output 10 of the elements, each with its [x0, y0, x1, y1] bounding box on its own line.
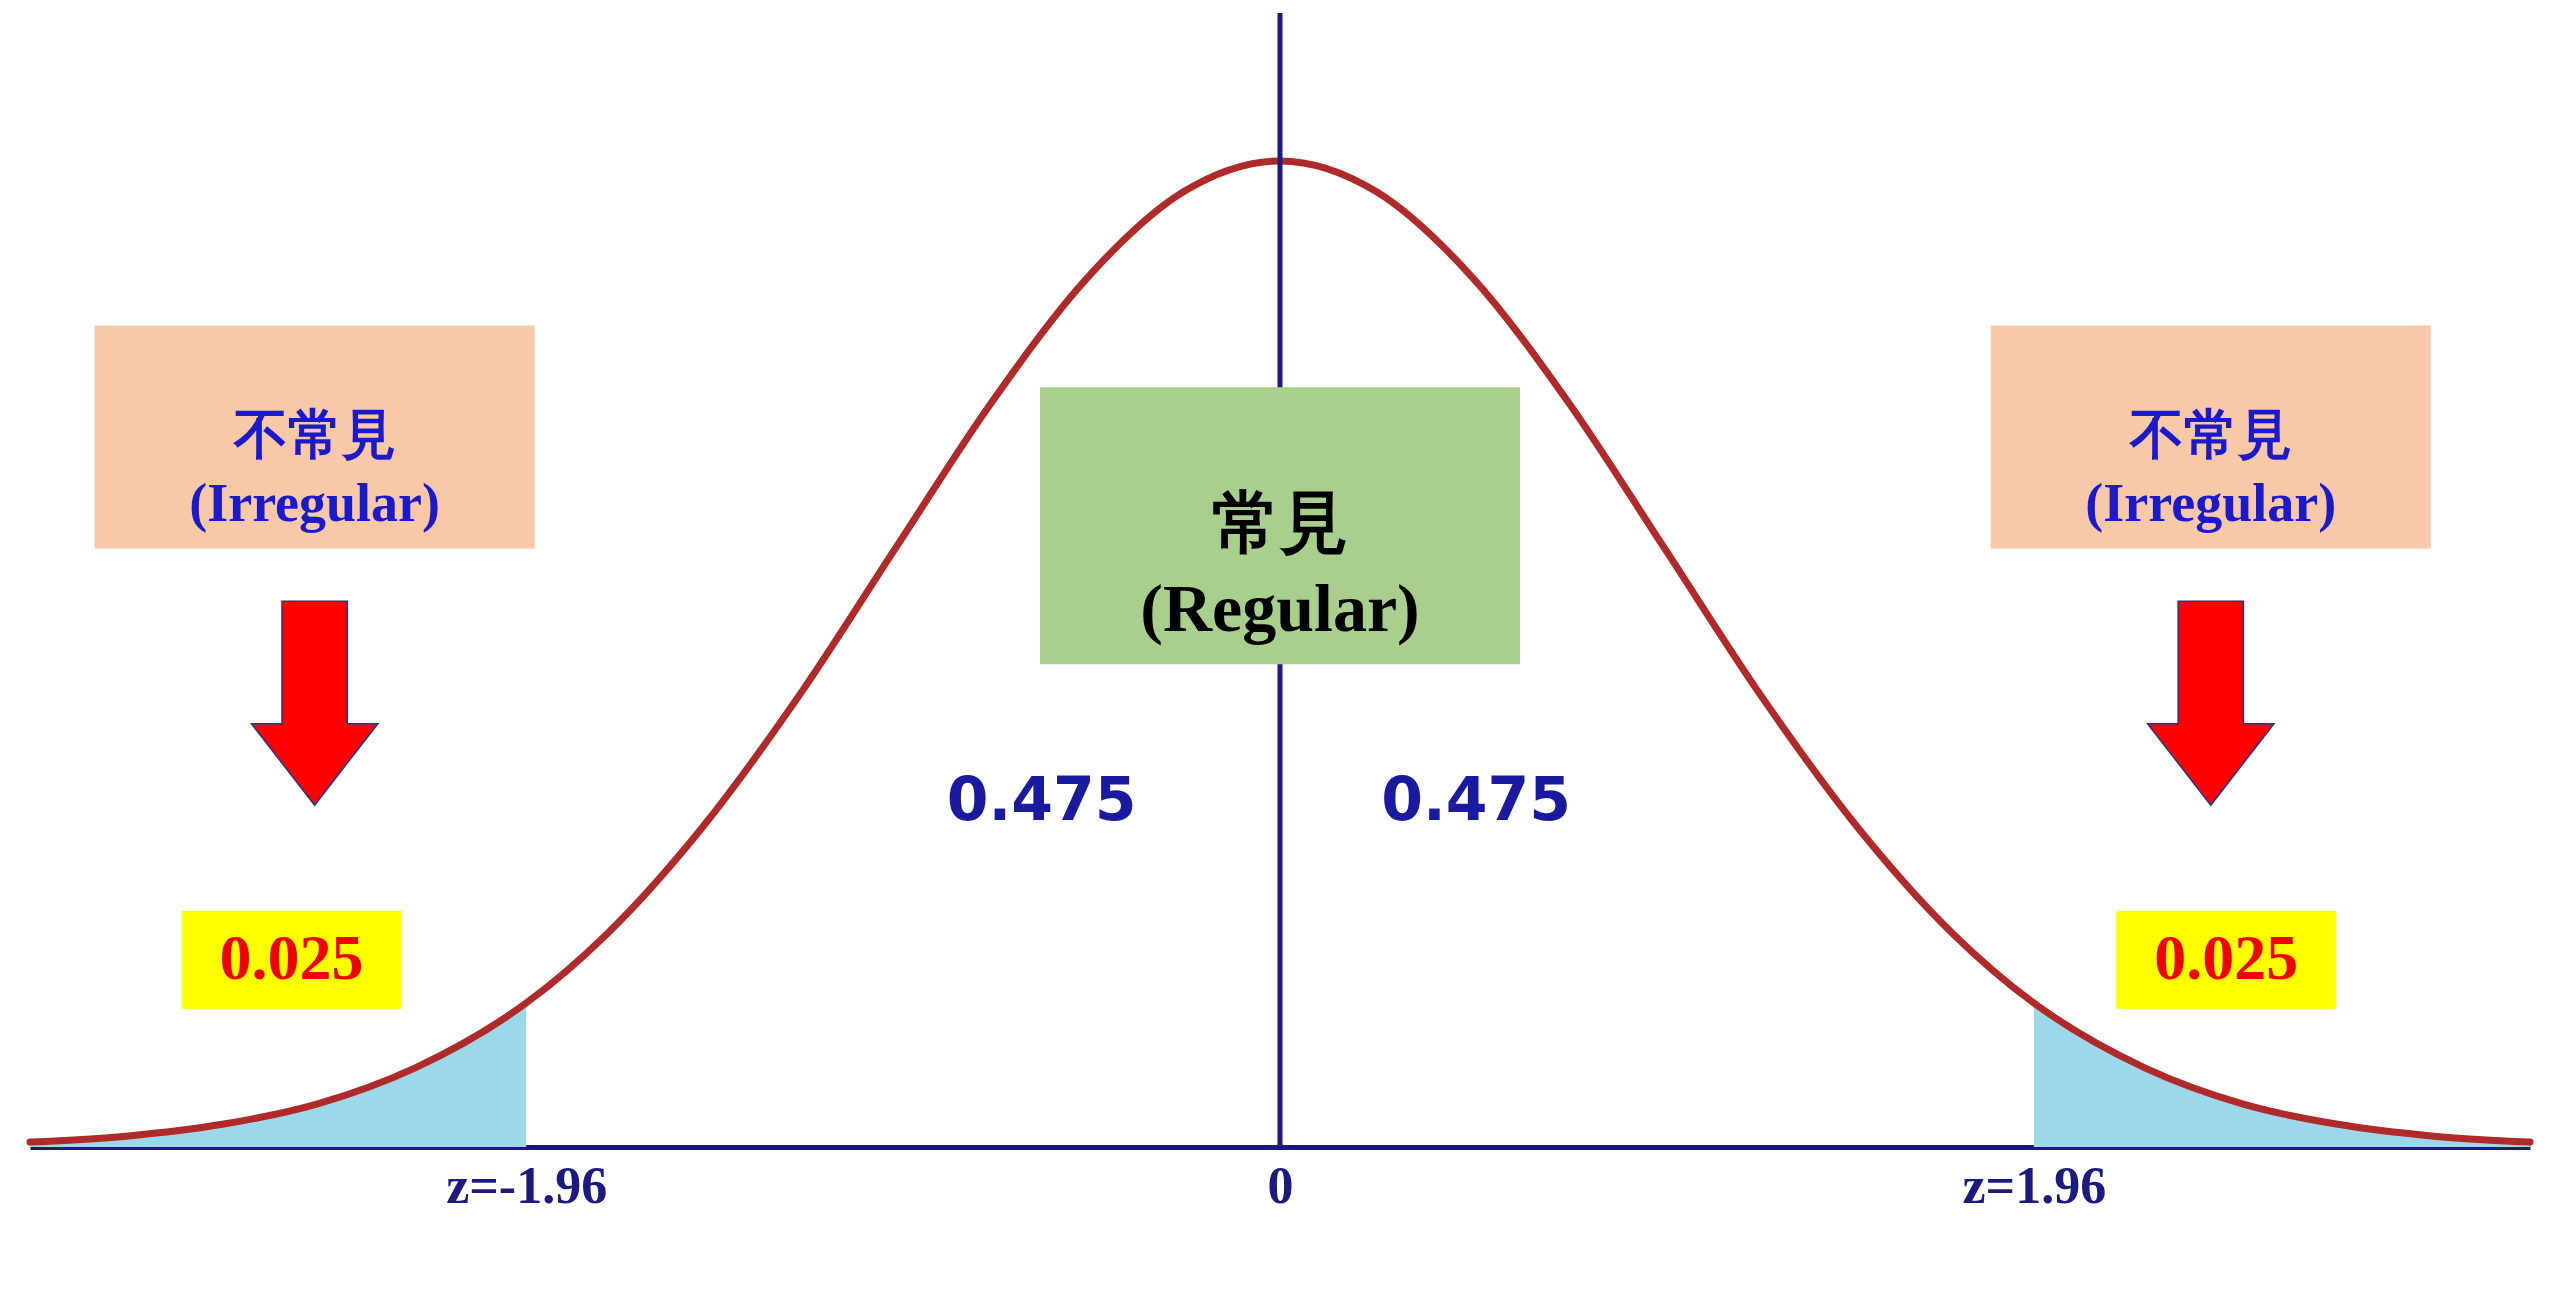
annotation: 常見 (Regular) [1140, 484, 1420, 646]
x-tick-label: z=-1.96 [446, 1156, 608, 1214]
annotation: 0.025 [219, 921, 364, 993]
x-tick-label: z=1.96 [1962, 1156, 2107, 1214]
annotation: 0.475 [1381, 763, 1572, 834]
annotation: 不常見 (Irregular) [189, 405, 441, 533]
annotation: 0.475 [946, 763, 1137, 834]
x-tick-label: 0 [1267, 1156, 1294, 1214]
annotation: 不常見 (Irregular) [2085, 405, 2337, 533]
annotation: 0.025 [2154, 921, 2299, 993]
